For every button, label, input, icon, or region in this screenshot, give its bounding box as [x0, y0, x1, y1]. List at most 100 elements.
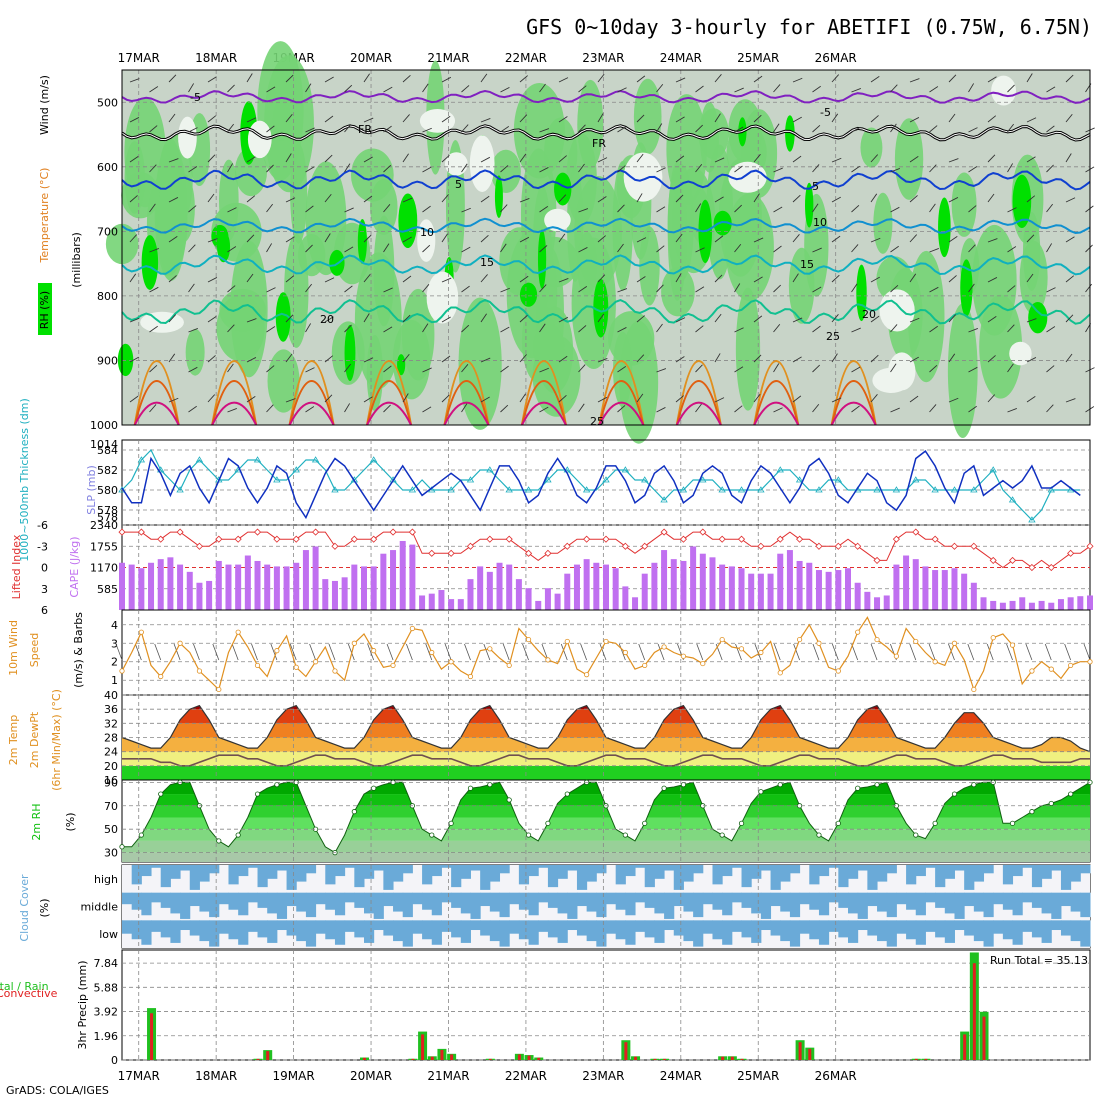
wind-barb: [968, 166, 978, 173]
wind-barb: [441, 115, 451, 123]
wind-barb: [305, 244, 313, 253]
wind-barb: [929, 203, 936, 213]
wind-barb: [1007, 84, 1015, 93]
surface-wind-barb: [251, 643, 258, 661]
wind-barb: [441, 277, 452, 283]
wind-barb: [675, 116, 685, 123]
cloud-bar: [393, 920, 404, 942]
cloud-bar: [160, 865, 171, 888]
wind-barb: [168, 353, 176, 363]
wind-barb: [792, 234, 800, 243]
cloud-bar: [431, 892, 442, 916]
wind-barb: [129, 395, 139, 403]
lifted-index-line-point: [931, 535, 939, 543]
wind-barb: [500, 326, 510, 333]
cape-bar: [999, 602, 1006, 610]
wind-barb: [168, 158, 179, 163]
wind-barb: [812, 364, 821, 373]
cloud-bar: [1070, 892, 1081, 912]
ylabel-precip: 3hr Precip (mm): [76, 960, 89, 1049]
wind-barb: [578, 85, 587, 93]
temp-contour-20: [121, 298, 1091, 325]
wind-barb: [1026, 357, 1037, 363]
lifted-index-line-point: [253, 528, 262, 536]
surface-wind-barb: [406, 643, 413, 661]
surface-wind-barb: [909, 643, 917, 661]
cape-bar: [186, 571, 193, 610]
wind-barb: [734, 165, 743, 173]
cape-bar: [157, 559, 164, 610]
cloud-bar: [538, 892, 549, 903]
wind-barb: [792, 395, 802, 403]
wind-barb: [207, 277, 218, 283]
lifted-index-line-point: [195, 542, 204, 550]
wind-tick: 1: [111, 674, 118, 687]
wind-barb: [1046, 287, 1056, 293]
wind-barb: [227, 363, 234, 373]
cloud-bar: [944, 892, 955, 914]
warm-contour: [830, 360, 877, 426]
cloud-bar: [470, 892, 481, 919]
wind-barb: [1065, 153, 1072, 163]
lifted-index-line-point: [1067, 549, 1075, 557]
rh-patch: [230, 240, 268, 378]
wind-barb: [870, 76, 880, 83]
rh-patch: [490, 149, 521, 193]
wind-barb: [948, 74, 957, 83]
cape-tick: 585: [97, 583, 118, 596]
wind-speed-line-point: [487, 646, 493, 652]
wind-barb: [129, 356, 139, 363]
surface-wind-barb: [464, 643, 471, 661]
cloud-bar: [431, 920, 442, 945]
cape-bar: [506, 564, 513, 610]
wind-barb: [519, 314, 528, 323]
ylabel-thickness: 1000~500mb Thickness (dm): [18, 398, 31, 562]
cloud-bar: [276, 865, 288, 871]
rh-patch-bright: [554, 172, 572, 206]
wind-barb: [363, 73, 370, 83]
wind-barb: [266, 86, 276, 93]
wind-barb: [285, 113, 293, 123]
wind-barb: [519, 393, 526, 403]
cloud-bar: [1022, 892, 1033, 903]
wind-barb: [929, 286, 939, 293]
wind-barb: [1046, 125, 1055, 133]
cloud-bar: [1012, 865, 1023, 877]
rh-line-point: [835, 820, 841, 826]
li-tick: -3: [37, 540, 48, 553]
cloud-bar: [857, 920, 868, 931]
thickness-line-point: [447, 486, 455, 493]
wind-barb: [851, 283, 858, 293]
wind-barb: [753, 393, 761, 403]
warm-contour: [443, 401, 490, 426]
wind-barb: [168, 236, 178, 243]
cloud-bar: [683, 892, 694, 912]
wind-speed-line-point: [1029, 668, 1035, 674]
cloud-bar: [557, 865, 568, 879]
wind-barb: [168, 275, 177, 283]
wind-barb: [792, 356, 802, 363]
temp-band: [122, 737, 1090, 752]
wind-barb: [851, 327, 861, 333]
thickness-line-point: [737, 486, 746, 493]
cloud-bar: [906, 920, 917, 940]
wind-barb: [480, 117, 491, 123]
cloud-bar: [305, 892, 317, 918]
wind-barb: [812, 325, 821, 333]
cloud-bar: [702, 920, 713, 934]
wind-barb: [266, 243, 273, 253]
thickness-line-point: [970, 486, 978, 493]
ylabel-wind-barbs: (m/s) & Barbs: [72, 612, 85, 688]
wind-barb: [968, 327, 978, 333]
warm-contour: [753, 360, 800, 426]
wind-barb: [714, 157, 725, 163]
pressure-tick: 500: [97, 96, 118, 109]
cloud-bar: [983, 892, 994, 918]
wind-speed-line-point: [990, 635, 996, 641]
cloud-bar: [818, 865, 830, 877]
rh-patch-bright: [1028, 301, 1048, 334]
thickness-line: [121, 448, 1081, 521]
wind-barb: [890, 123, 897, 133]
wind-barb: [461, 285, 470, 293]
cape-bar: [1087, 595, 1093, 610]
